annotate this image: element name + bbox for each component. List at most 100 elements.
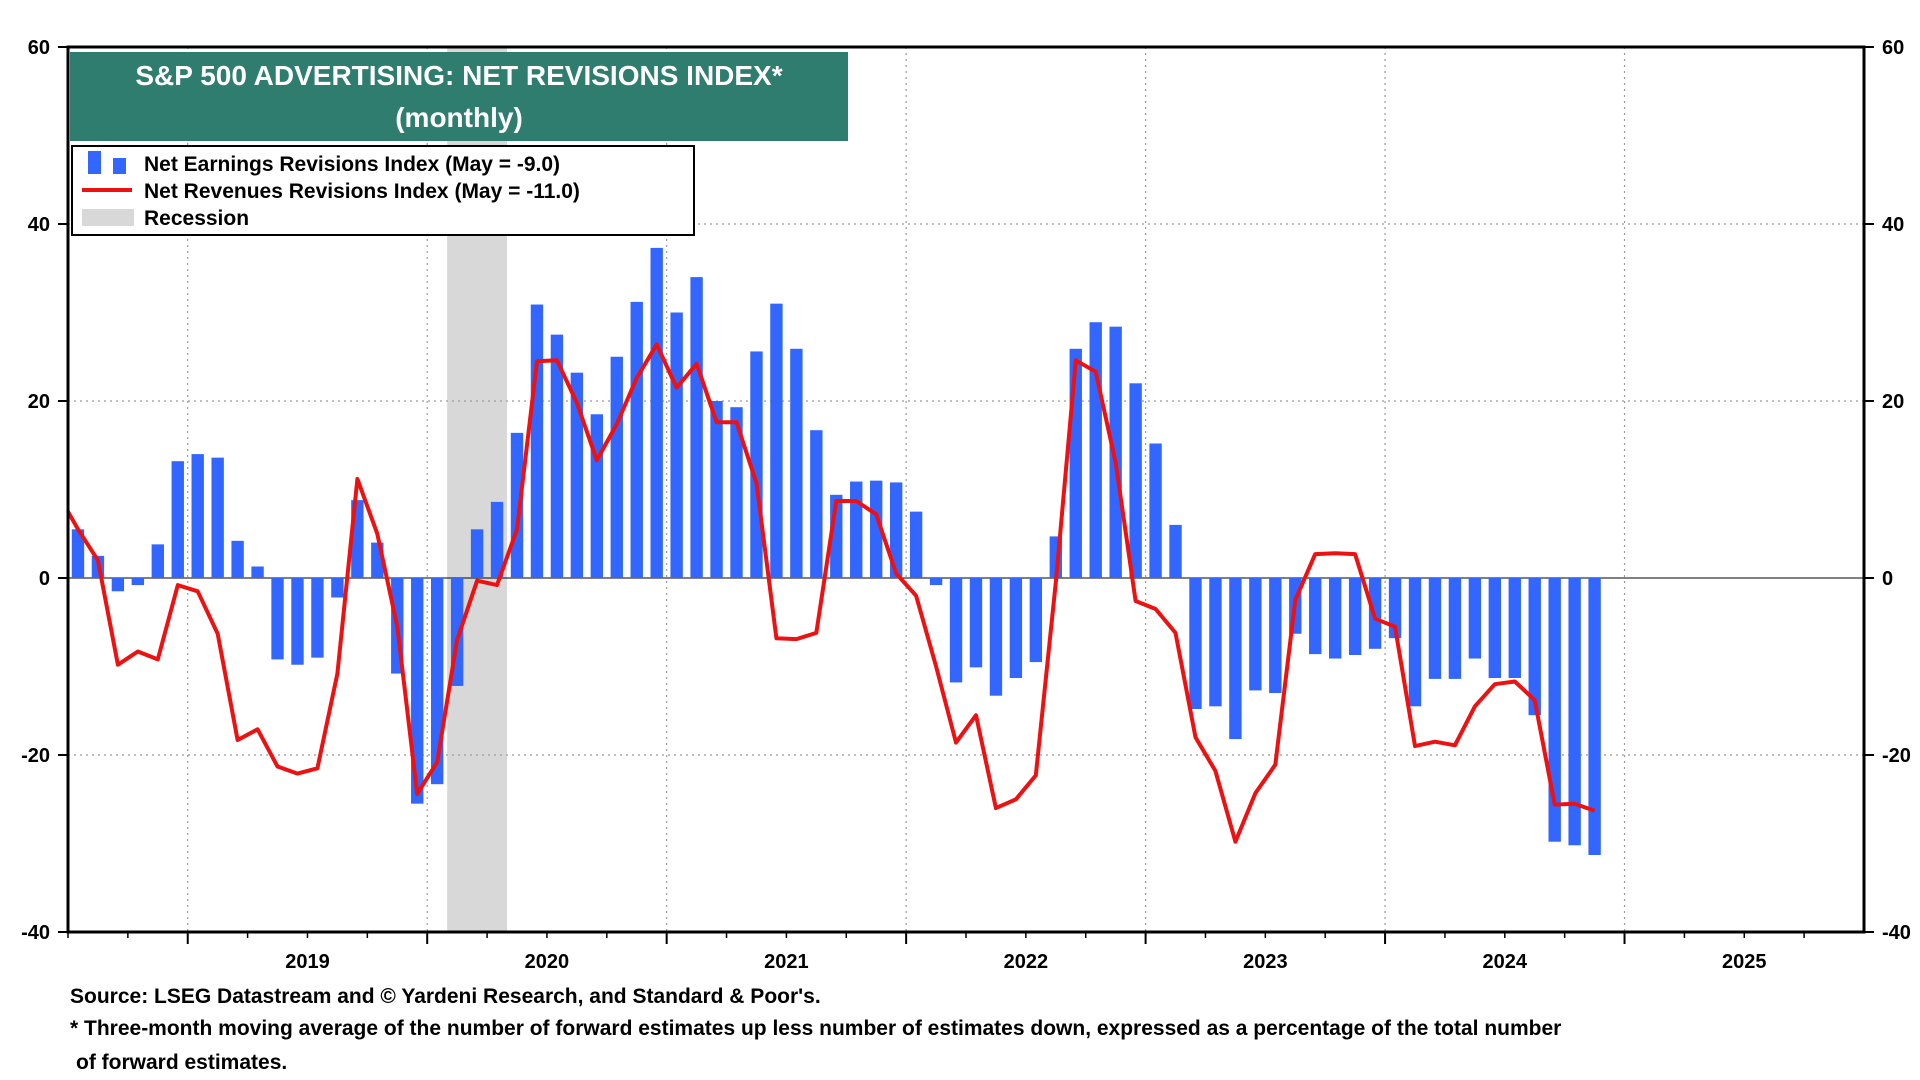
x-tick-label: 2019 (285, 951, 330, 973)
source-note: Source: LSEG Datastream and © Yardeni Re… (70, 985, 821, 1008)
legend-revenues-label: Net Revenues Revisions Index (May = -11.… (144, 180, 580, 203)
earnings-bar (550, 334, 564, 578)
earnings-bar (850, 481, 863, 578)
y-tick-label-right: -20 (1882, 745, 1911, 767)
title-background (70, 52, 848, 141)
y-tick-label-right: -40 (1882, 922, 1911, 944)
earnings-bar (710, 401, 723, 578)
earnings-bar (331, 578, 344, 598)
earnings-bar (1209, 578, 1222, 707)
earnings-bar (151, 544, 164, 578)
earnings-bar (411, 578, 424, 804)
earnings-bar (490, 501, 504, 578)
x-tick-label: 2020 (525, 951, 570, 973)
earnings-bar (969, 578, 983, 668)
earnings-bar (1109, 326, 1122, 578)
earnings-bar (1588, 578, 1601, 856)
earnings-bar (111, 578, 125, 592)
earnings-bar (1009, 578, 1023, 679)
earnings-bar (131, 578, 145, 586)
earnings-bar (790, 348, 803, 578)
earnings-bar (231, 540, 244, 578)
footnote-line-1: * Three-month moving average of the numb… (70, 1017, 1562, 1040)
legend-bar-icon (88, 151, 101, 174)
y-tick-label-left: -40 (21, 922, 50, 944)
earnings-bar (1448, 578, 1462, 679)
earnings-bar (610, 356, 623, 578)
earnings-bar (889, 482, 903, 578)
y-tick-label-left: 60 (28, 37, 50, 59)
y-tick-label-right: 40 (1882, 214, 1904, 236)
earnings-bar (630, 301, 643, 578)
earnings-bar (1508, 578, 1521, 679)
earnings-bar (1568, 578, 1581, 846)
earnings-bar (1269, 578, 1282, 694)
earnings-bar (909, 511, 923, 578)
earnings-bar (1408, 578, 1422, 707)
earnings-bar (1029, 578, 1043, 663)
earnings-bar (470, 529, 484, 578)
legend-bar-icon (113, 158, 126, 174)
earnings-bar (1488, 578, 1502, 679)
earnings-bar (211, 457, 224, 578)
y-axis-labels: -40 -40 -20 -20 0 0 20 20 40 40 60 60 (21, 37, 1911, 944)
chart-title: S&P 500 ADVERTISING: NET REVISIONS INDEX… (135, 60, 782, 91)
footnote-line-2: of forward estimates. (76, 1051, 288, 1074)
earnings-bars-layer (71, 247, 1601, 856)
earnings-bar (271, 578, 284, 660)
earnings-bar (1249, 578, 1262, 691)
earnings-bar (1149, 443, 1162, 578)
earnings-bar (1129, 383, 1142, 578)
earnings-bar (171, 461, 184, 578)
earnings-bar (1189, 578, 1202, 709)
y-tick-label-left: -20 (21, 745, 50, 767)
earnings-bar (1328, 578, 1342, 659)
earnings-bar (949, 578, 963, 683)
legend-earnings-label: Net Earnings Revisions Index (May = -9.0… (144, 153, 560, 176)
earnings-bar (590, 414, 604, 578)
earnings-bar (251, 566, 264, 578)
legend: Net Earnings Revisions Index (May = -9.0… (71, 145, 695, 236)
earnings-bar (1468, 578, 1482, 659)
earnings-bar (1388, 578, 1402, 639)
earnings-bar (770, 303, 783, 578)
legend-recession-label: Recession (144, 207, 249, 230)
y-tick-label-right: 20 (1882, 391, 1904, 413)
y-tick-label-left: 40 (28, 214, 50, 236)
y-tick-label-left: 20 (28, 391, 50, 413)
y-tick-label-right: 60 (1882, 37, 1904, 59)
y-tick-label-left: 0 (39, 568, 50, 590)
earnings-bar (1169, 524, 1182, 578)
legend-recession-swatch (82, 209, 134, 226)
earnings-bar (810, 430, 823, 578)
earnings-bar (291, 578, 304, 665)
earnings-bar (670, 312, 683, 578)
earnings-bar (1069, 348, 1082, 578)
earnings-bar (1089, 322, 1102, 578)
earnings-bar (730, 407, 743, 578)
earnings-bar (870, 480, 883, 578)
earnings-bar (311, 578, 324, 658)
earnings-bar (1548, 578, 1561, 842)
x-tick-label: 2022 (1004, 951, 1049, 973)
legend-frame (71, 145, 695, 236)
earnings-bar (650, 247, 663, 578)
earnings-bar (1309, 578, 1322, 655)
earnings-bar (929, 578, 943, 586)
earnings-bar (530, 304, 544, 578)
title-box: S&P 500 ADVERTISING: NET REVISIONS INDEX… (70, 52, 848, 141)
legend-bar-swatch (88, 151, 126, 174)
earnings-bar (1229, 578, 1242, 740)
x-tick-label: 2024 (1483, 951, 1528, 973)
x-axis-labels: 2019 2020 2021 2022 2023 2024 2025 (285, 951, 1766, 973)
earnings-bar (71, 529, 85, 578)
earnings-bar (989, 578, 1003, 696)
earnings-bar (690, 277, 703, 578)
revenues-line (66, 342, 1596, 844)
earnings-bar (1428, 578, 1442, 679)
x-tick-label: 2025 (1722, 951, 1767, 973)
chart-subtitle: (monthly) (395, 102, 523, 133)
earnings-bar (1348, 578, 1362, 655)
earnings-bar (191, 454, 204, 578)
